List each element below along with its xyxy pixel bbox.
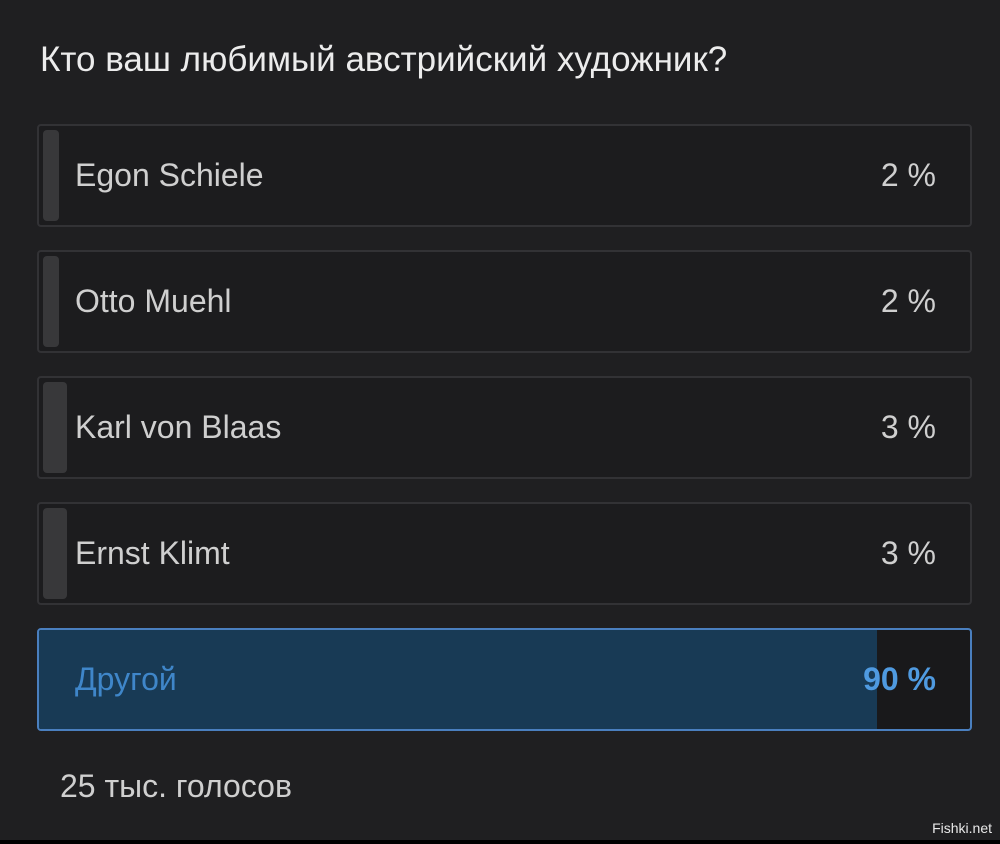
poll-option[interactable]: Otto Muehl 2 %: [37, 250, 972, 353]
percent-bar: [43, 256, 59, 347]
option-percent: 90 %: [863, 661, 936, 697]
poll-option[interactable]: Другой 90 %: [37, 628, 972, 731]
poll-option[interactable]: Egon Schiele 2 %: [37, 124, 972, 227]
option-label: Karl von Blaas: [75, 409, 282, 445]
percent-bar: [43, 130, 59, 221]
percent-bar: [43, 508, 67, 599]
percent-bar: [43, 382, 67, 473]
bottom-bar: [0, 840, 1000, 844]
poll-option[interactable]: Ernst Klimt 3 %: [37, 502, 972, 605]
option-label: Egon Schiele: [75, 157, 264, 193]
watermark: Fishki.net: [932, 820, 992, 836]
option-percent: 3 %: [880, 535, 936, 571]
option-percent: 2 %: [880, 157, 936, 193]
vote-count: 25 тыс. голосов: [60, 768, 292, 804]
option-percent: 3 %: [880, 409, 936, 445]
option-label: Ernst Klimt: [75, 535, 230, 571]
poll-option[interactable]: Karl von Blaas 3 %: [37, 376, 972, 479]
option-label: Otto Muehl: [75, 283, 232, 319]
option-label: Другой: [75, 661, 177, 697]
percent-bar: [39, 630, 877, 729]
option-percent: 2 %: [880, 283, 936, 319]
poll-question: Кто ваш любимый австрийский художник?: [40, 40, 728, 79]
